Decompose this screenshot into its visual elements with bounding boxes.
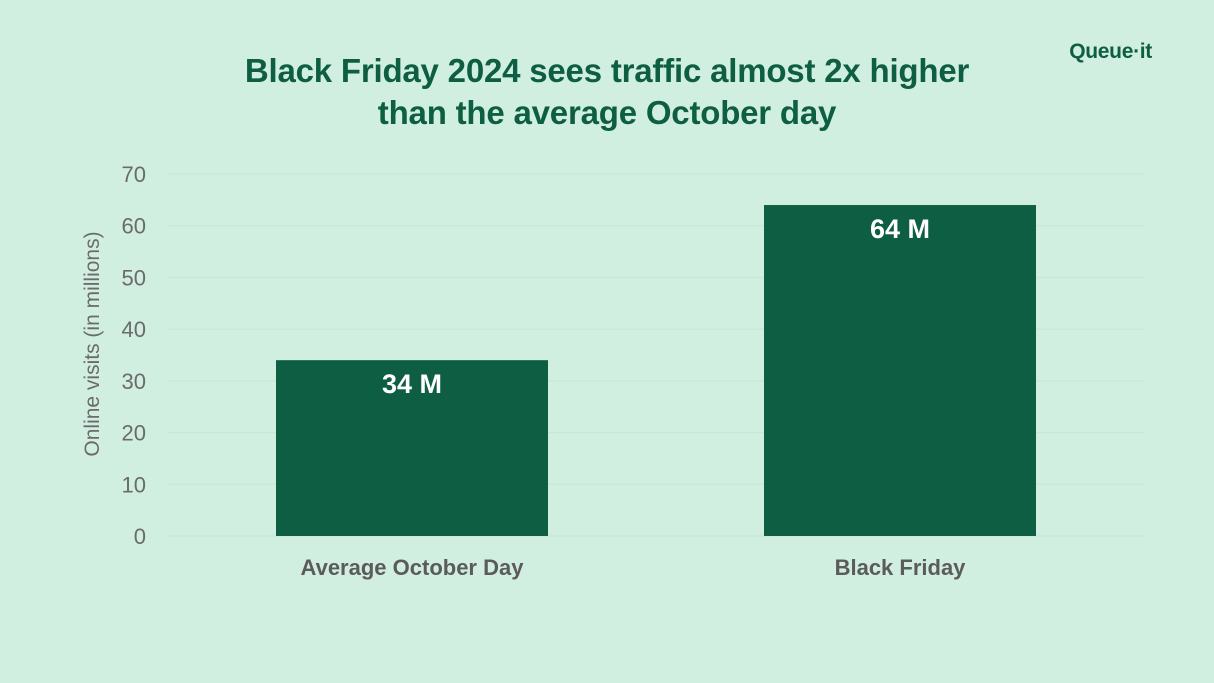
bar bbox=[764, 205, 1036, 536]
x-category-label: Black Friday bbox=[835, 555, 967, 580]
bar-value-label: 34 M bbox=[382, 369, 442, 399]
bar bbox=[276, 360, 548, 536]
bar-value-label: 64 M bbox=[870, 214, 930, 244]
y-tick-label: 20 bbox=[122, 421, 146, 446]
y-axis-ticks: 0 10 20 30 40 50 60 70 bbox=[122, 162, 146, 549]
y-tick-label: 50 bbox=[122, 265, 146, 290]
queue-it-logo: Queue·it bbox=[1069, 40, 1152, 63]
y-tick-label: 60 bbox=[122, 214, 146, 239]
x-axis-categories: Average October Day Black Friday bbox=[301, 555, 967, 580]
y-tick-label: 0 bbox=[134, 524, 146, 549]
bars bbox=[276, 205, 1036, 536]
x-category-label: Average October Day bbox=[301, 555, 525, 580]
y-tick-label: 30 bbox=[122, 369, 146, 394]
chart-title-line-2: than the average October day bbox=[377, 94, 837, 131]
y-tick-label: 70 bbox=[122, 162, 146, 187]
y-tick-label: 10 bbox=[122, 472, 146, 497]
y-tick-label: 40 bbox=[122, 317, 146, 342]
y-axis-title: Online visits (in millions) bbox=[81, 231, 104, 456]
data-labels: 34 M 64 M bbox=[382, 214, 930, 399]
chart-title-line-1: Black Friday 2024 sees traffic almost 2x… bbox=[244, 52, 970, 89]
chart-title: Black Friday 2024 sees traffic almost 2x… bbox=[0, 50, 1214, 134]
